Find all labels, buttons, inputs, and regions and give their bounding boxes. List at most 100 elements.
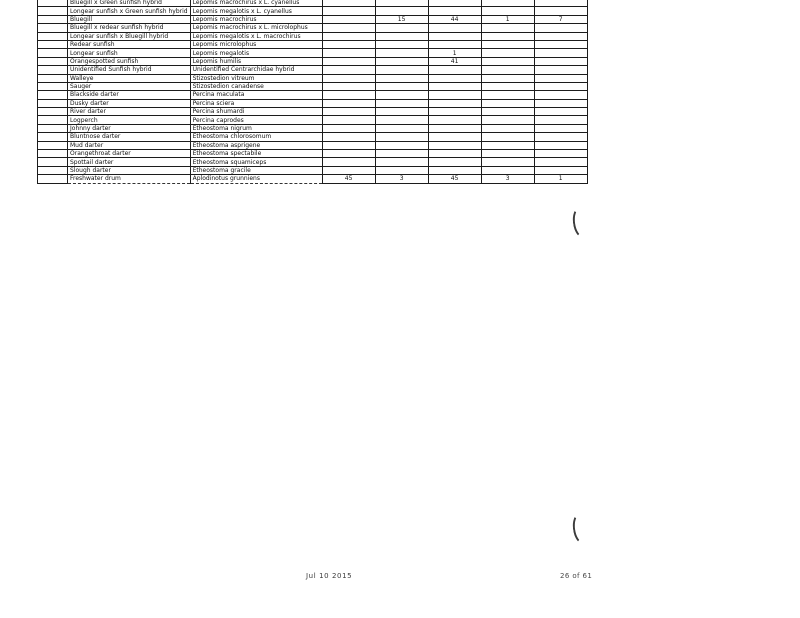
count-cell-1	[321, 6, 376, 16]
common-name-cell: Blackside darter	[67, 90, 191, 100]
count-cell-5	[533, 48, 588, 58]
common-name-cell: Orangespotted sunfish	[67, 56, 191, 67]
row-lead-cell	[37, 132, 68, 142]
count-cell-2	[374, 39, 429, 50]
table-row: Logperch Percina caprodes	[37, 115, 588, 125]
scientific-name-cell: Lepomis megalotis	[189, 48, 323, 58]
row-lead-cell	[37, 0, 68, 8]
count-cell-4	[480, 157, 535, 167]
count-cell-1	[321, 115, 376, 125]
table-row: Mud darter Etheostoma asprigene	[37, 140, 588, 151]
scientific-name-cell: Etheostoma gracile	[189, 165, 323, 176]
row-lead-cell	[37, 31, 68, 41]
count-cell-3	[427, 115, 482, 125]
table-row: Redear sunfish Lepomis microlophus	[37, 39, 588, 50]
count-cell-3	[427, 123, 482, 134]
count-cell-2	[374, 31, 429, 41]
count-cell-2	[374, 107, 429, 117]
common-name-cell: Johnny darter	[67, 123, 191, 134]
count-cell-3	[427, 149, 482, 159]
count-cell-4	[480, 23, 535, 33]
count-cell-3	[427, 107, 482, 117]
table-row: Bluegill x redear sunfish hybrid Lepomis …	[37, 23, 588, 33]
table-row: Sauger Stizostedion canadense	[37, 81, 588, 92]
count-cell-3	[427, 6, 482, 16]
count-cell-3	[427, 132, 482, 142]
common-name-cell: Bluntnose darter	[67, 132, 191, 142]
count-cell-1	[321, 65, 376, 75]
row-lead-cell	[37, 140, 68, 151]
common-name-cell: Redear sunfish	[67, 39, 191, 50]
footer-page-number: 26 of 61	[560, 572, 593, 580]
count-cell-2	[374, 149, 429, 159]
count-cell-1	[321, 73, 376, 83]
table-row: River darter Percina shumardi	[37, 107, 588, 117]
fish-species-table: Bluegill x Green sunfish hybrid Lepomis m…	[37, 0, 588, 184]
count-cell-2: 15	[374, 14, 429, 25]
count-cell-2	[374, 165, 429, 176]
count-cell-5	[533, 23, 588, 33]
count-cell-1	[321, 123, 376, 134]
table-row: Longear sunfish Lepomis megalotis 1	[37, 48, 588, 58]
scientific-name-cell: Percina sciera	[189, 98, 323, 109]
row-lead-cell	[37, 157, 68, 167]
count-cell-5	[533, 107, 588, 117]
row-lead-cell	[37, 98, 68, 109]
common-name-cell: Freshwater drum	[67, 174, 191, 184]
scientific-name-cell: Etheostoma chlorosomum	[189, 132, 323, 142]
count-cell-1	[321, 48, 376, 58]
count-cell-2	[374, 56, 429, 67]
count-cell-4: 1	[480, 14, 535, 25]
count-cell-4	[480, 31, 535, 41]
count-cell-1	[321, 165, 376, 176]
count-cell-3: 45	[427, 174, 482, 184]
count-cell-3: 44	[427, 14, 482, 25]
count-cell-1	[321, 107, 376, 117]
scientific-name-cell: Lepomis megalotis x L. macrochirus	[189, 31, 323, 41]
common-name-cell: Unidentified Sunfish hybrid	[67, 65, 191, 75]
row-lead-cell	[37, 90, 68, 100]
count-cell-1	[321, 23, 376, 33]
row-lead-cell	[37, 65, 68, 75]
count-cell-5	[533, 98, 588, 109]
count-cell-4	[480, 56, 535, 67]
common-name-cell: Spottail darter	[67, 157, 191, 167]
common-name-cell: Bluegill	[67, 14, 191, 25]
scan-artifact-curl-top	[570, 205, 593, 240]
count-cell-1	[321, 14, 376, 25]
row-lead-cell	[37, 123, 68, 134]
count-cell-2	[374, 90, 429, 100]
count-cell-1	[321, 132, 376, 142]
scientific-name-cell: Lepomis macrochirus x L. microlophus	[189, 23, 323, 33]
scientific-name-cell: Percina shumardi	[189, 107, 323, 117]
common-name-cell: Longear sunfish x Bluegill hybrid	[67, 31, 191, 41]
scan-artifact-curl-bottom	[570, 511, 593, 546]
common-name-cell: Bluegill x redear sunfish hybrid	[67, 23, 191, 33]
common-name-cell: Orangethroat darter	[67, 149, 191, 159]
row-lead-cell	[37, 115, 68, 125]
row-lead-cell	[37, 14, 68, 25]
count-cell-4	[480, 39, 535, 50]
count-cell-1	[321, 0, 376, 8]
count-cell-3: 1	[427, 48, 482, 58]
count-cell-2	[374, 132, 429, 142]
count-cell-4: 3	[480, 174, 535, 184]
common-name-cell: Slough darter	[67, 165, 191, 176]
count-cell-3	[427, 140, 482, 151]
count-cell-5: 1	[533, 174, 588, 184]
table-row: Orangespotted sunfish Lepomis humilis 41	[37, 56, 588, 67]
count-cell-2	[374, 6, 429, 16]
count-cell-5	[533, 140, 588, 151]
count-cell-3: 41	[427, 56, 482, 67]
scientific-name-cell: Etheostoma squamiceps	[189, 157, 323, 167]
count-cell-3	[427, 165, 482, 176]
count-cell-5	[533, 132, 588, 142]
count-cell-4	[480, 149, 535, 159]
count-cell-5	[533, 65, 588, 75]
count-cell-4	[480, 65, 535, 75]
count-cell-3	[427, 73, 482, 83]
count-cell-2	[374, 23, 429, 33]
common-name-cell: Sauger	[67, 81, 191, 92]
count-cell-5	[533, 115, 588, 125]
common-name-cell: Walleye	[67, 73, 191, 83]
